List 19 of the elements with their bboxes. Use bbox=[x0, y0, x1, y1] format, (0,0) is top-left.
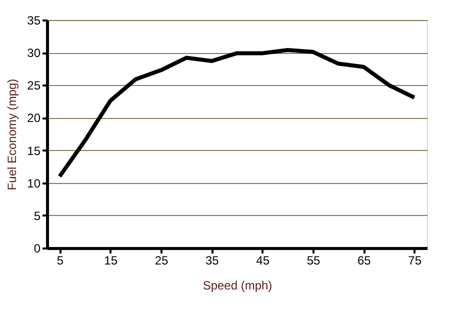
x-tick-label: 25 bbox=[154, 254, 168, 268]
y-axis-title: Fuel Economy (mpg) bbox=[5, 78, 20, 190]
y-tick-label: 5 bbox=[34, 208, 41, 223]
x-tick-label: 35 bbox=[205, 254, 220, 268]
line-series bbox=[58, 48, 416, 178]
y-tick-label: 20 bbox=[27, 111, 41, 126]
x-tick-label: 5 bbox=[56, 254, 64, 268]
y-tick-label: 10 bbox=[27, 176, 41, 190]
x-tick-label: 45 bbox=[256, 254, 270, 268]
y-tick-label: 25 bbox=[27, 78, 41, 93]
x-tick-label: 15 bbox=[104, 254, 118, 268]
y-tick-label: 0 bbox=[34, 242, 41, 256]
y-tick-label: 30 bbox=[27, 46, 41, 60]
x-tick-label: 65 bbox=[357, 254, 372, 268]
y-tick-label: 35 bbox=[27, 14, 41, 28]
x-axis-title: Speed (mph) bbox=[202, 278, 272, 292]
x-tick-label: 55 bbox=[306, 254, 320, 268]
x-tick-label: 75 bbox=[408, 254, 422, 268]
y-tick-label: 15 bbox=[27, 144, 41, 158]
